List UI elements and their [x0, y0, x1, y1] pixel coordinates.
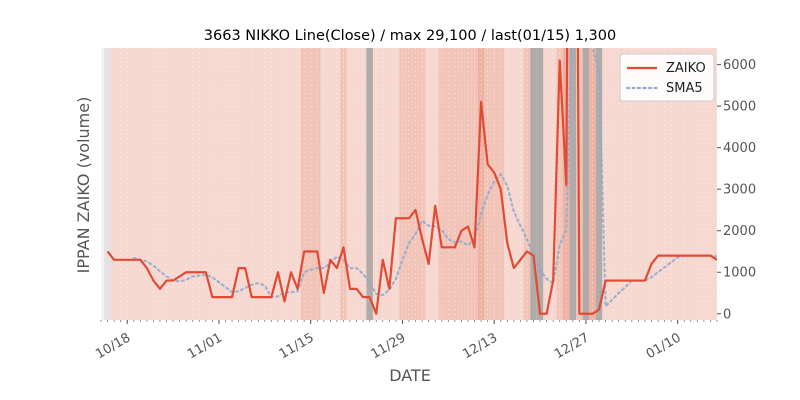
- legend-box: [619, 53, 715, 102]
- y-axis-label: IPPAN ZAIKO (volume): [74, 97, 93, 274]
- shade-band: [366, 48, 373, 320]
- x-tick-label: 12/13: [460, 330, 500, 362]
- series-layer: [106, 48, 717, 315]
- x-tick-label: 11/01: [185, 330, 225, 362]
- y-tick-label: 5000: [723, 100, 756, 115]
- y-tick-label: 1000: [723, 266, 756, 281]
- y-tick-label: 3000: [723, 183, 756, 198]
- x-tick-label: 12/27: [552, 330, 592, 362]
- series-line-sma5: [132, 48, 717, 308]
- x-tick-label: 11/15: [277, 330, 317, 362]
- x-axis-label: DATE: [389, 366, 431, 385]
- series-line-zaiko: [106, 48, 717, 315]
- plot-background-bands: [101, 48, 718, 320]
- legend: ZAIKO SMA5: [619, 53, 715, 102]
- shade-band: [595, 48, 603, 320]
- y-tick-label: 4000: [723, 141, 756, 156]
- x-tick-label: 10/18: [93, 330, 133, 362]
- y-tick-label: 0: [723, 307, 731, 322]
- legend-label-zaiko: ZAIKO: [666, 61, 706, 76]
- legend-label-sma5: SMA5: [666, 81, 703, 96]
- y-tick-label: 6000: [723, 58, 756, 73]
- chart-title: 3663 NIKKO Line(Close) / max 29,100 / la…: [204, 28, 616, 44]
- shade-band: [582, 48, 590, 320]
- shade-band: [536, 48, 544, 320]
- x-tick-label: 11/29: [369, 330, 409, 362]
- y-tick-label: 2000: [723, 224, 756, 239]
- x-tick-label: 01/10: [644, 330, 684, 362]
- shade-band: [713, 48, 717, 320]
- shade-band: [569, 48, 577, 320]
- shade-band: [530, 48, 537, 320]
